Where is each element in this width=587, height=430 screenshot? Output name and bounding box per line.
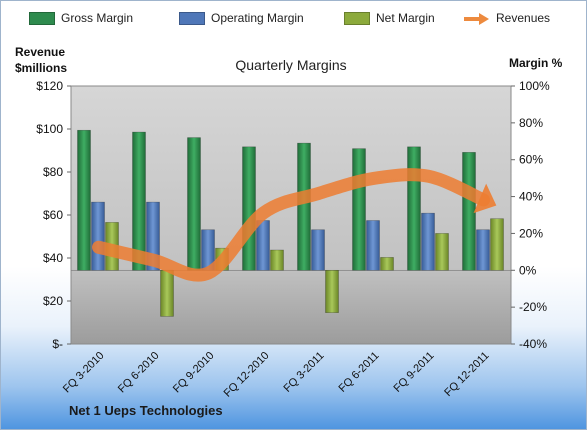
- legend-label-gross-margin: Gross Margin: [61, 11, 134, 25]
- left-tick-label: $100: [36, 122, 63, 136]
- left-tick-label: $120: [36, 79, 63, 93]
- category-label: FQ 12-2010: [222, 350, 272, 400]
- operating-margin-bar: [366, 220, 380, 271]
- gross-margin-bar: [462, 152, 476, 271]
- legend-swatch-gross-margin: [29, 11, 55, 25]
- left-tick-label: $60: [43, 208, 63, 222]
- right-tick-label: 60%: [519, 153, 543, 167]
- left-axis-label-line1: Revenue: [15, 45, 66, 59]
- category-label: FQ 6-2011: [337, 350, 382, 395]
- gross-margin-bar: [297, 142, 311, 271]
- legend-item-revenues: Revenues: [464, 11, 550, 25]
- net-margin-bar: [160, 269, 174, 317]
- right-tick-label: 20%: [519, 226, 543, 240]
- left-axis-label-line2: $millions: [15, 61, 68, 75]
- legend-item-gross-margin: Gross Margin: [29, 11, 179, 25]
- legend-item-net-margin: Net Margin: [344, 11, 464, 25]
- left-tick-label: $40: [43, 251, 63, 265]
- net-margin-bar: [325, 269, 339, 313]
- right-axis-label: Margin %: [509, 56, 563, 70]
- right-tick-label: 0%: [519, 263, 537, 277]
- legend-swatch-net-margin: [344, 11, 370, 25]
- right-tick-label: -40%: [519, 337, 547, 351]
- gross-margin-bar: [132, 131, 146, 271]
- legend-item-operating-margin: Operating Margin: [179, 11, 344, 25]
- category-label: FQ 9-2010: [171, 350, 217, 396]
- left-tick-label: $20: [43, 294, 63, 308]
- footer-company-name: Net 1 Ueps Technologies: [69, 403, 223, 418]
- legend-swatch-operating-margin: [179, 11, 205, 25]
- category-label: FQ 3-2010: [61, 350, 107, 396]
- operating-margin-bar: [421, 212, 435, 271]
- net-margin-bar: [380, 257, 394, 271]
- operating-margin-bar: [256, 220, 270, 271]
- chart-title: Quarterly Margins: [235, 57, 347, 73]
- left-tick-label: $80: [43, 165, 63, 179]
- net-margin-bar: [270, 249, 284, 271]
- right-tick-label: 100%: [519, 79, 550, 93]
- revenues-line: [92, 168, 490, 282]
- category-label: FQ 12-2011: [442, 350, 491, 399]
- operating-margin-bar: [476, 229, 490, 271]
- legend-label-revenues: Revenues: [496, 11, 551, 25]
- net-margin-bar: [435, 233, 449, 271]
- gross-margin-bar: [352, 148, 366, 271]
- net-margin-bar: [490, 218, 504, 271]
- legend-label-operating-margin: Operating Margin: [211, 11, 304, 25]
- right-tick-label: 40%: [519, 190, 543, 204]
- gross-margin-bar: [242, 146, 256, 271]
- left-tick-label: $-: [52, 337, 63, 351]
- operating-margin-bar: [311, 229, 325, 271]
- revenues-arrowhead: [473, 183, 497, 214]
- category-label: FQ 9-2011: [392, 350, 437, 395]
- gross-margin-bar: [77, 129, 91, 271]
- legend-arrow-revenues: [464, 12, 490, 25]
- legend-label-net-margin: Net Margin: [376, 11, 435, 25]
- category-label: FQ 3-2011: [282, 350, 327, 395]
- right-tick-label: -20%: [519, 300, 547, 314]
- right-tick-label: 80%: [519, 116, 543, 130]
- operating-margin-bar: [91, 201, 105, 271]
- gross-margin-bar: [407, 146, 421, 271]
- legend: Gross Margin Operating Margin Net Margin…: [29, 11, 550, 25]
- category-label: FQ 6-2010: [116, 350, 162, 396]
- gross-margin-bar: [187, 137, 201, 271]
